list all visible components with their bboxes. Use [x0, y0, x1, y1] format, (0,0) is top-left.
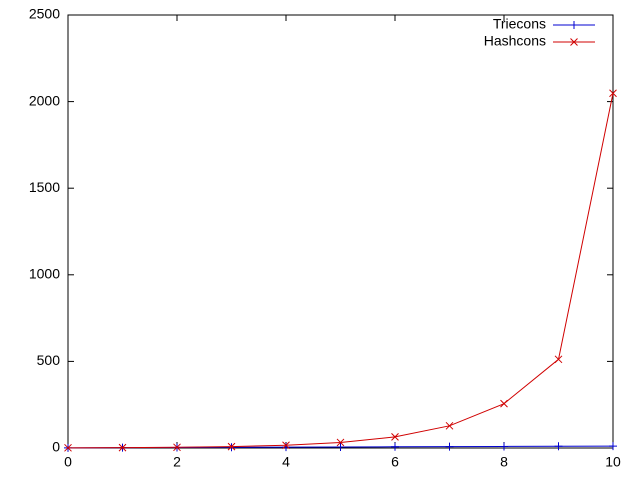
x-tick-label: 2 — [173, 454, 181, 470]
marker — [609, 442, 617, 451]
x-tick-label: 8 — [500, 454, 508, 470]
x-tick-label: 4 — [282, 454, 290, 470]
marker — [227, 442, 236, 451]
marker — [336, 442, 345, 451]
marker — [554, 442, 563, 451]
marker — [570, 21, 578, 29]
marker — [282, 443, 290, 452]
marker — [391, 433, 399, 441]
marker — [64, 443, 72, 452]
marker — [445, 442, 454, 451]
marker — [118, 443, 127, 452]
y-tick-label: 1500 — [29, 179, 60, 195]
x-tick-label: 0 — [64, 454, 72, 470]
y-tick-label: 500 — [37, 352, 61, 368]
marker — [500, 442, 508, 451]
y-tick-label: 0 — [52, 439, 60, 455]
y-tick-label: 2000 — [29, 92, 60, 108]
marker — [391, 442, 399, 451]
marker — [336, 438, 345, 447]
x-tick-label: 10 — [605, 454, 621, 470]
legend-label: Triecons — [493, 16, 546, 32]
marker — [570, 38, 578, 46]
marker — [173, 443, 181, 452]
marker — [445, 421, 454, 430]
y-tick-label: 1000 — [29, 266, 60, 282]
x-tick-label: 6 — [391, 454, 399, 470]
marker — [609, 89, 617, 98]
marker — [282, 441, 290, 450]
marker — [554, 355, 563, 364]
plot-frame — [67, 14, 614, 449]
y-tick-label: 2500 — [29, 6, 60, 22]
legend-label: Hashcons — [484, 33, 546, 49]
marker — [500, 399, 508, 408]
series-line — [67, 93, 614, 449]
